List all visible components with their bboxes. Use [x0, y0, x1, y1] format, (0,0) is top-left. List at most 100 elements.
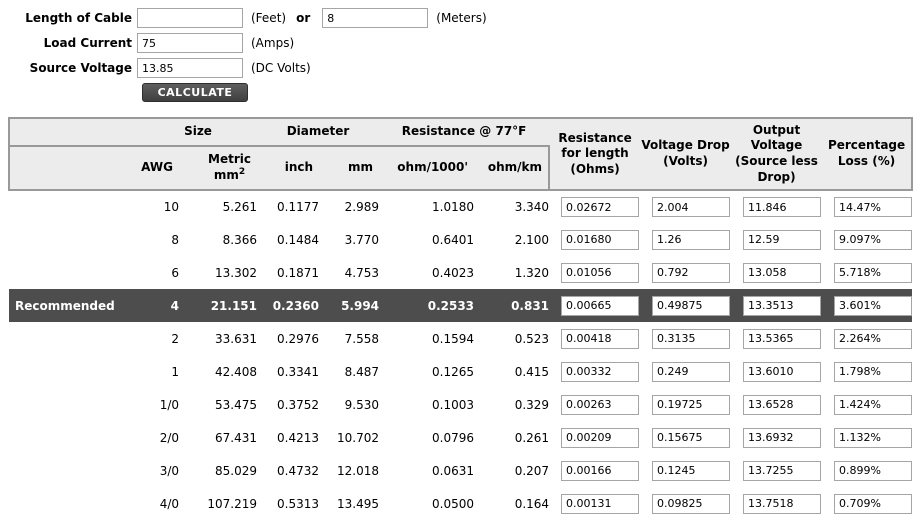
- amps-unit-label: (Amps): [251, 36, 295, 50]
- metric-cell: 53.475: [179, 388, 258, 421]
- output-voltage-cell: [731, 322, 823, 355]
- percentage-loss-input[interactable]: [834, 262, 913, 283]
- metric-cell: 5.261: [179, 190, 258, 223]
- resistance-for-length-input[interactable]: [561, 295, 640, 316]
- percentage-loss-input[interactable]: [834, 427, 913, 448]
- calculate-button[interactable]: CALCULATE: [142, 83, 248, 102]
- resistance-for-length-input[interactable]: [561, 229, 640, 250]
- table-row: 8 8.366 0.1484 3.770 0.6401 2.100: [9, 223, 913, 256]
- percentage-loss-cell: [822, 421, 913, 454]
- percentage-loss-input[interactable]: [834, 361, 913, 382]
- diameter-group-header: Diameter: [257, 117, 380, 147]
- ohm-per-1000ft-cell: 0.1594: [379, 322, 475, 355]
- awg-cell: 2: [139, 322, 179, 355]
- resistance-for-length-cell: [549, 487, 641, 520]
- mm-cell: 3.770: [319, 223, 380, 256]
- output-voltage-input[interactable]: [743, 361, 822, 382]
- output-voltage-input[interactable]: [743, 295, 822, 316]
- length-meters-input[interactable]: [322, 8, 429, 28]
- table-body: 10 5.261 0.1177 2.989 1.0180 3.340 8 8.3…: [9, 190, 913, 520]
- percentage-loss-cell: [822, 487, 913, 520]
- mm-cell: 10.702: [319, 421, 380, 454]
- voltage-drop-input[interactable]: [652, 460, 731, 481]
- source-voltage-label: Source Voltage: [29, 61, 132, 75]
- table-row: 6 13.302 0.1871 4.753 0.4023 1.320: [9, 256, 913, 289]
- resistance-for-length-input[interactable]: [561, 427, 640, 448]
- mm-cell: 13.495: [319, 487, 380, 520]
- ohm-per-1000ft-cell: 0.4023: [379, 256, 475, 289]
- voltage-drop-cell: [640, 487, 732, 520]
- resistance-for-length-input[interactable]: [561, 197, 640, 217]
- output-voltage-input[interactable]: [743, 262, 822, 283]
- percentage-loss-input[interactable]: [834, 394, 913, 415]
- voltage-drop-input[interactable]: [652, 427, 731, 448]
- header-spacer: [8, 117, 139, 147]
- output-voltage-input[interactable]: [743, 427, 822, 448]
- ohm-per-km-cell: 0.207: [474, 454, 550, 487]
- length-feet-input[interactable]: [137, 8, 243, 28]
- output-voltage-input[interactable]: [743, 394, 822, 415]
- row-label-cell: [9, 487, 139, 520]
- resistance-for-length-input[interactable]: [561, 394, 640, 415]
- voltage-drop-input[interactable]: [652, 229, 731, 250]
- table-row: Recommended 4 21.151 0.2360 5.994 0.2533…: [9, 289, 913, 322]
- voltage-drop-input[interactable]: [652, 493, 731, 514]
- percentage-loss-cell: [822, 190, 913, 223]
- ohm-per-1000ft-cell: 0.2533: [379, 289, 475, 322]
- awg-cell: 6: [139, 256, 179, 289]
- resistance-for-length-cell: [549, 421, 641, 454]
- resistance-for-length-cell: [549, 256, 641, 289]
- percentage-loss-input[interactable]: [834, 229, 913, 250]
- voltage-drop-input[interactable]: [652, 295, 731, 316]
- output-voltage-cell: [731, 388, 823, 421]
- output-voltage-cell: [731, 256, 823, 289]
- output-voltage-input[interactable]: [743, 493, 822, 514]
- metric-header-text: Metric mm2: [208, 152, 252, 183]
- voltage-drop-input[interactable]: [652, 328, 731, 349]
- percentage-loss-input[interactable]: [834, 197, 913, 217]
- ohm-per-km-cell: 0.261: [474, 421, 550, 454]
- load-current-input[interactable]: [137, 33, 243, 53]
- voltage-drop-cell: [640, 289, 732, 322]
- row-label-cell: [9, 355, 139, 388]
- resistance-for-length-cell: [549, 190, 641, 223]
- output-voltage-cell: [731, 190, 823, 223]
- ohm-per-1000ft-cell: 1.0180: [379, 190, 475, 223]
- output-voltage-input[interactable]: [743, 197, 822, 217]
- percentage-loss-input[interactable]: [834, 295, 913, 316]
- inch-cell: 0.1871: [257, 256, 320, 289]
- table-row: 1 42.408 0.3341 8.487 0.1265 0.415: [9, 355, 913, 388]
- voltage-drop-input[interactable]: [652, 197, 731, 217]
- awg-cell: 1/0: [139, 388, 179, 421]
- voltage-drop-input[interactable]: [652, 262, 731, 283]
- resistance-for-length-input[interactable]: [561, 262, 640, 283]
- output-voltage-cell: [731, 421, 823, 454]
- output-voltage-input[interactable]: [743, 229, 822, 250]
- meters-unit-label: (Meters): [436, 11, 487, 25]
- metric-cell: 42.408: [179, 355, 258, 388]
- resistance-for-length-input[interactable]: [561, 493, 640, 514]
- metric-cell: 85.029: [179, 454, 258, 487]
- resistance-for-length-input[interactable]: [561, 361, 640, 382]
- resistance-for-length-input[interactable]: [561, 460, 640, 481]
- mm-cell: 7.558: [319, 322, 380, 355]
- percentage-loss-input[interactable]: [834, 328, 913, 349]
- output-voltage-input[interactable]: [743, 328, 822, 349]
- length-row: Length of Cable (Feet) or (Meters): [0, 8, 919, 28]
- voltage-drop-input[interactable]: [652, 394, 731, 415]
- ohm-per-km-cell: 0.164: [474, 487, 550, 520]
- mm-cell: 9.530: [319, 388, 380, 421]
- resistance-for-length-input[interactable]: [561, 328, 640, 349]
- table-row: 2 33.631 0.2976 7.558 0.1594 0.523: [9, 322, 913, 355]
- length-label: Length of Cable: [25, 11, 132, 25]
- resistance-for-length-cell: [549, 322, 641, 355]
- voltage-drop-input[interactable]: [652, 361, 731, 382]
- percentage-loss-input[interactable]: [834, 460, 913, 481]
- percentage-loss-input[interactable]: [834, 493, 913, 514]
- output-voltage-cell: [731, 223, 823, 256]
- output-voltage-input[interactable]: [743, 460, 822, 481]
- ohm-per-km-header: ohm/km: [474, 146, 551, 191]
- row-label-cell: [9, 223, 139, 256]
- output-voltage-cell: [731, 355, 823, 388]
- source-voltage-input[interactable]: [137, 58, 243, 78]
